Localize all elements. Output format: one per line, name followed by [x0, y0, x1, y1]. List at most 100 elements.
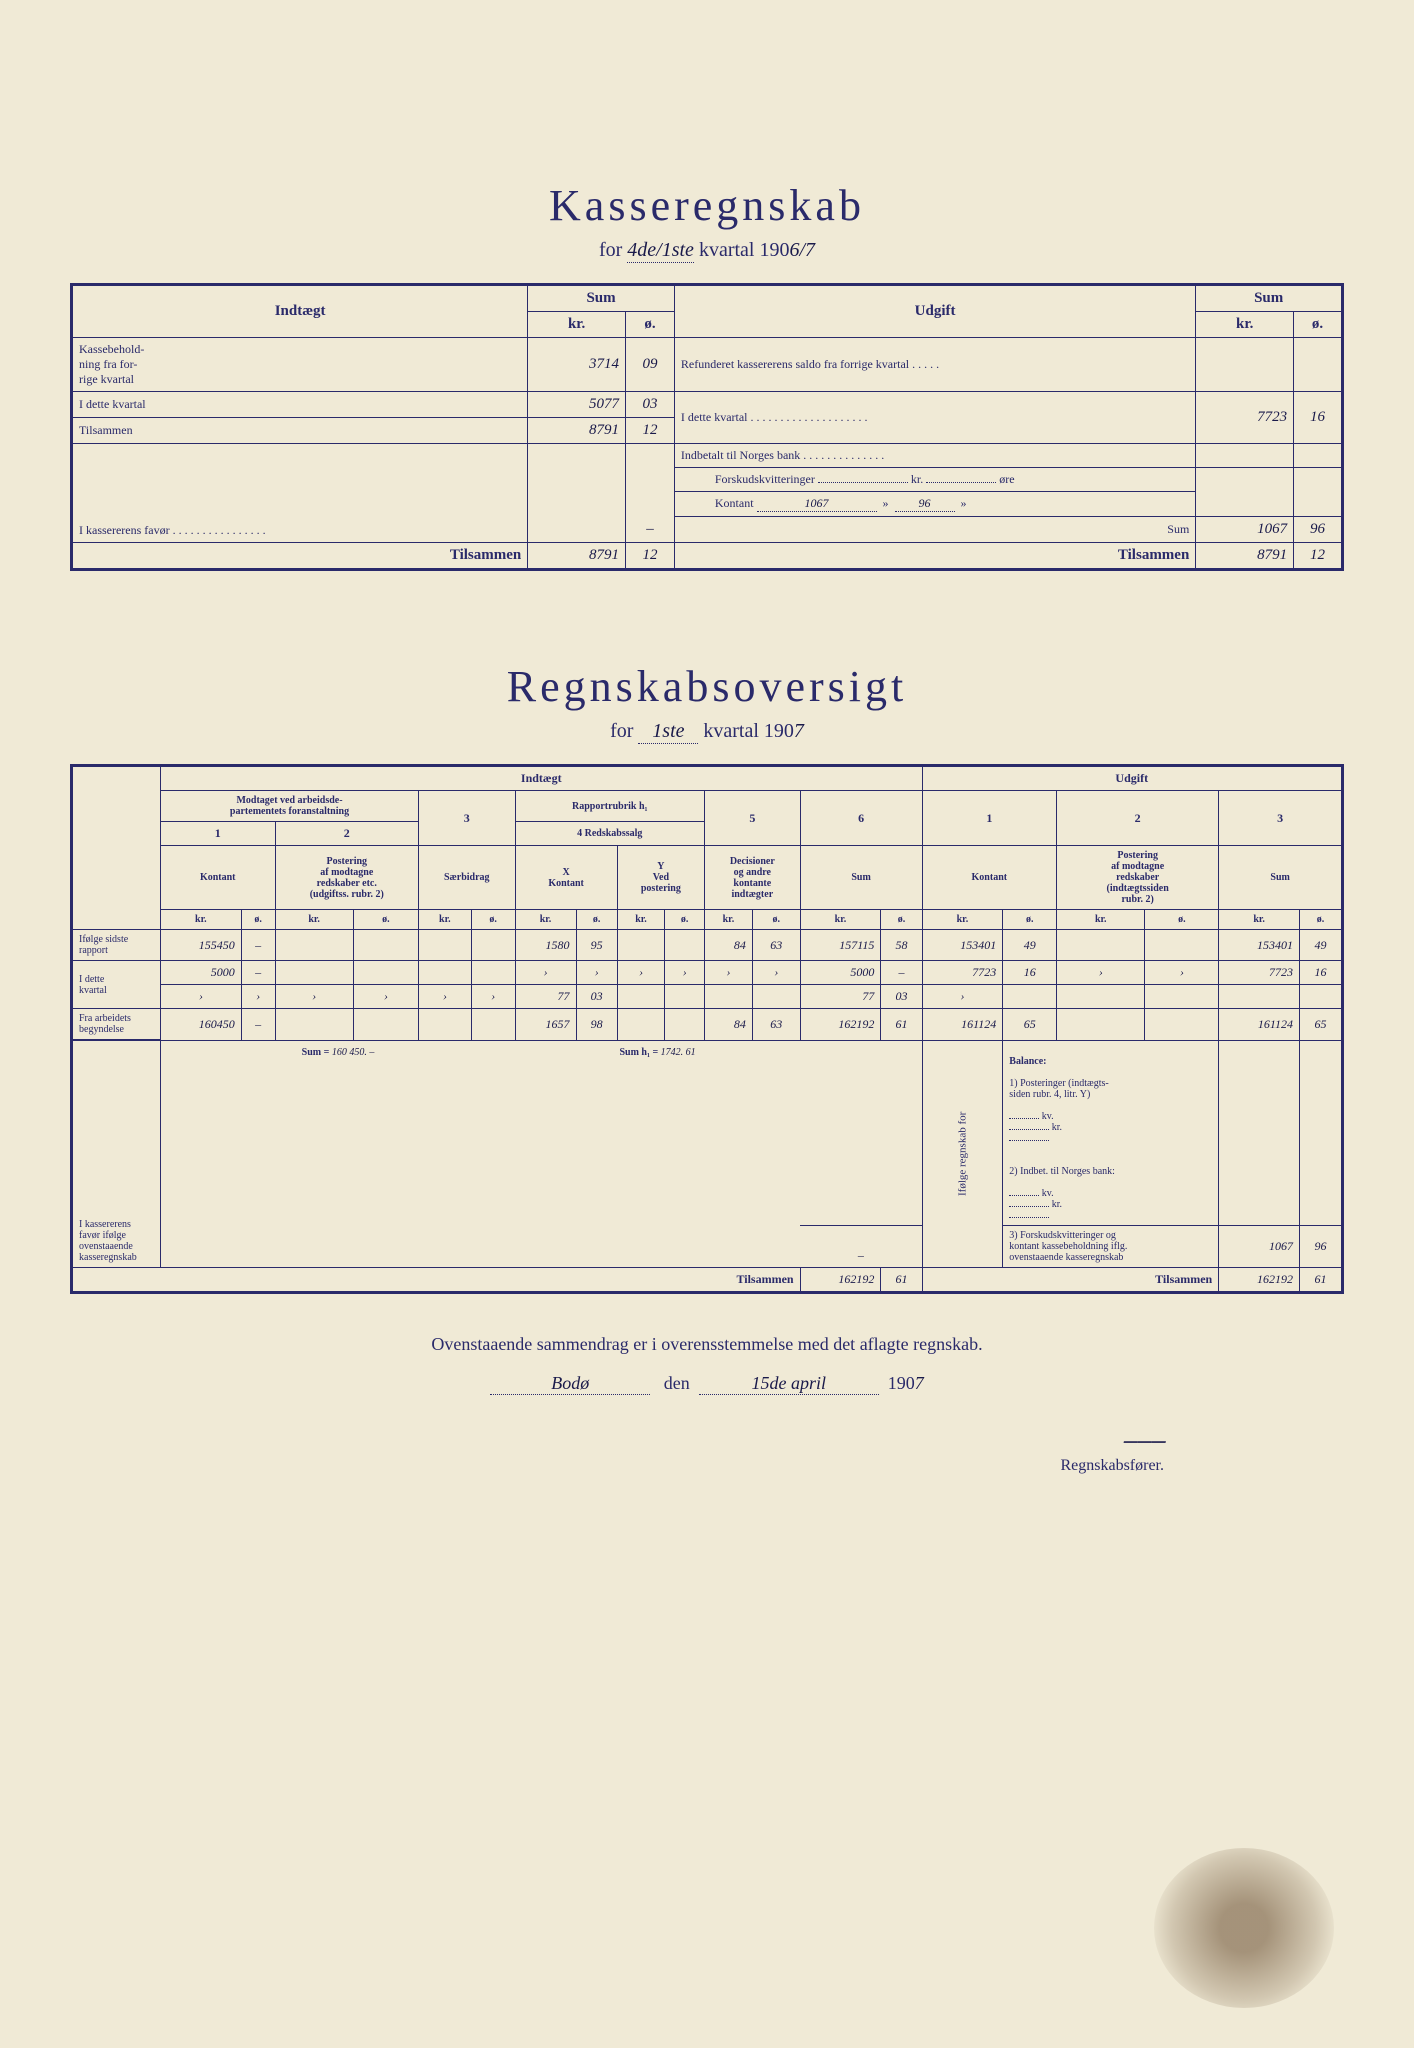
kontant-o: 96 — [895, 496, 955, 512]
for-label: for — [599, 239, 622, 261]
kasse-title: Kasseregnskab — [70, 180, 1344, 231]
tilsr-o: 12 — [1294, 543, 1343, 570]
idette-kr: 5077 — [528, 392, 626, 418]
sum-kr: 1067 — [1196, 517, 1294, 543]
idette-l: I dette kvartal — [72, 392, 528, 418]
idette-r-o: 16 — [1294, 392, 1343, 444]
den: den — [664, 1373, 690, 1393]
indb-o — [1294, 444, 1343, 468]
col2u-hdr: 2 — [1057, 791, 1219, 846]
Y: YVed postering — [617, 846, 704, 910]
ifolge-label: Ifølge sidste rapport — [72, 930, 161, 961]
sumA: Sum = 160 450. – — [160, 1040, 515, 1225]
idette-r-kr: 7723 — [1196, 392, 1294, 444]
indbetalt: Indbetalt til Norges bank . . . . . . . … — [674, 444, 1195, 468]
o-hdr: ø. — [626, 312, 675, 338]
forskud-label: Forskudskvitteringer — [715, 472, 815, 486]
tils-ut: Tilsammen — [922, 1267, 1219, 1292]
col3-hdr: 3 — [419, 791, 516, 846]
kontant-u: Kontant — [922, 846, 1057, 910]
idette-label: I dette kvartal — [72, 961, 161, 1009]
tils-r: Tilsammen — [674, 543, 1195, 570]
year-suffix2: 7 — [794, 720, 804, 742]
saer: Særbidrag — [419, 846, 516, 910]
signer-block: ⎯⎯⎯ Regnskabsfører. — [70, 1425, 1164, 1475]
indb-kr — [1196, 444, 1294, 468]
kontant-label: Kontant — [715, 496, 754, 510]
kontant-h: Kontant — [160, 846, 275, 910]
sum-h: Sum — [800, 846, 922, 910]
o-hdr-r: ø. — [1294, 312, 1343, 338]
idette-r: I dette kvartal . . . . . . . . . . . . … — [674, 392, 1195, 444]
tils-o: 12 — [626, 418, 675, 444]
kr-hdr: kr. — [528, 312, 626, 338]
ifolge-vert: Ifølge regnskab for — [922, 1040, 1003, 1267]
kasse-subtitle: for 4de/1ste kvartal 1906/7 — [70, 239, 1344, 263]
empty — [1196, 468, 1294, 517]
declaration: Ovenstaaende sammendrag er i overensstem… — [70, 1334, 1344, 1355]
empty — [1294, 468, 1343, 517]
year: 7 — [915, 1373, 924, 1393]
sum-o: 96 — [1294, 517, 1343, 543]
sumH: Sum h₁ = 1742. 61 — [515, 1040, 800, 1225]
udgift-hdr2: Udgift — [922, 766, 1342, 791]
kvartal-label2: kvartal 190 — [703, 720, 794, 742]
c4: 4 Redskabssalg — [515, 822, 705, 846]
sum-u: Sum — [1219, 846, 1343, 910]
refunderet: Refunderet kassererens saldo fra forrige… — [674, 338, 1195, 392]
kr-hdr-r: kr. — [1196, 312, 1294, 338]
postering-i: Postering af modtagne redskaber etc. (ud… — [275, 846, 419, 910]
sum-hdr-l: Sum — [528, 285, 675, 312]
oversigt-title: Regnskabsoversigt — [70, 661, 1344, 712]
col5-hdr: 5 — [705, 791, 801, 846]
c2: 2 — [275, 822, 419, 846]
col3u-hdr: 3 — [1219, 791, 1343, 846]
oversigt-subtitle: for 1ste kvartal 1907 — [70, 720, 1344, 744]
year-prefix: 190 — [888, 1373, 915, 1393]
modtaget-hdr: Modtaget ved arbeidsde- partementets for… — [160, 791, 418, 822]
indtaegt-hdr: Indtægt — [72, 285, 528, 338]
for-value2: 1ste — [638, 720, 698, 744]
place: Bodø — [490, 1373, 650, 1395]
X: XKontant — [515, 846, 617, 910]
udgift-hdr: Udgift — [674, 285, 1195, 338]
sum-hdr-r: Sum — [1196, 285, 1343, 312]
kassebeh-label: Kassebehold- ning fra for- rige kvartal — [72, 338, 528, 392]
oversigt-table: Indtægt Udgift Modtaget ved arbeidsde- p… — [70, 764, 1344, 1294]
kr-label: kr. — [911, 472, 923, 486]
ikass-o: – — [626, 444, 675, 543]
ore-label: øre — [999, 472, 1014, 486]
tils2-l: Tilsammen — [72, 543, 528, 570]
kontant-row: Kontant 1067 » 96 » — [674, 492, 1195, 517]
for-label2: for — [610, 720, 633, 742]
sum-row: Sum — [674, 517, 1195, 543]
forskud: Forskudskvitteringer kr. øre — [674, 468, 1195, 492]
tils-in: Tilsammen — [72, 1267, 801, 1292]
balance-block: Balance: 1) Posteringer (indtægts- siden… — [1003, 1040, 1219, 1225]
for-value: 4de/1ste — [627, 239, 694, 263]
date: 15de april — [699, 1373, 879, 1395]
fraarb-label: Fra arbeidets begyndelse — [72, 1009, 161, 1041]
tilsammen-l: Tilsammen — [72, 418, 528, 444]
ikass-label: I kassererens favør . . . . . . . . . . … — [72, 444, 528, 543]
kvartal-label: kvartal 190 — [699, 239, 790, 261]
tils2-o: 12 — [626, 543, 675, 570]
idette-o: 03 — [626, 392, 675, 418]
postering-u: Postering af modtagne redskaber (indtægt… — [1057, 846, 1219, 910]
tilsr-kr: 8791 — [1196, 543, 1294, 570]
kassebeh-kr: 3714 — [528, 338, 626, 392]
year-suffix: 6/7 — [789, 239, 815, 261]
indtaegt-hdr2: Indtægt — [160, 766, 922, 791]
ref-kr — [1196, 338, 1294, 392]
ikass2: I kassererens favør ifølge ovenstaaende … — [72, 1040, 161, 1267]
stain-mark — [1154, 1848, 1334, 2008]
ref-o — [1294, 338, 1343, 392]
dec: Decisioner og andre kontante indtægter — [705, 846, 801, 910]
signer-label: Regnskabsfører. — [1060, 1457, 1164, 1474]
kontant-kr: 1067 — [757, 496, 877, 512]
rapport-hdr: Rapportrubrik h₁ — [515, 791, 705, 822]
balance-3: 3) Forskudskvitteringer og kontant kasse… — [1003, 1225, 1219, 1267]
ikass-kr — [528, 444, 626, 543]
c1: 1 — [160, 822, 275, 846]
kasse-table: Indtægt Sum Udgift Sum kr. ø. kr. ø. Kas… — [70, 283, 1344, 571]
